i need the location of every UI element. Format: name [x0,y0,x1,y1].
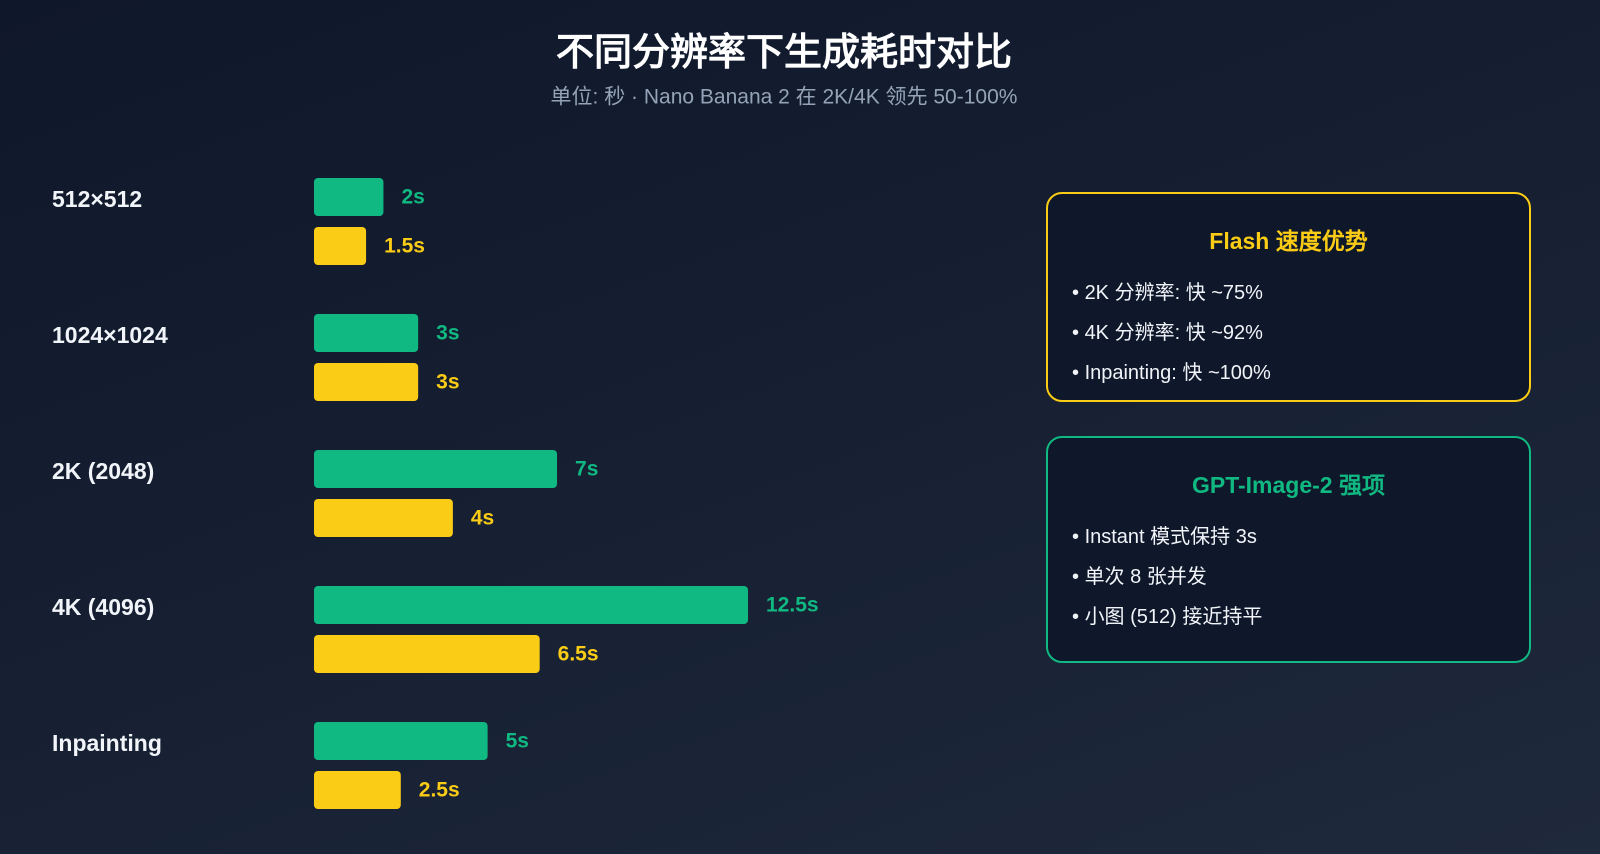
category-label: Inpainting [52,730,162,756]
value-label: 7s [575,458,598,481]
bar [314,178,384,216]
value-label: 3s [436,322,459,345]
category-label: 2K (2048) [52,458,154,484]
value-label: 12.5s [766,594,819,617]
category-label: 1024×1024 [52,322,168,348]
bar [314,450,558,488]
bar [314,227,367,265]
value-label: 1.5s [384,235,425,258]
bar [314,586,748,624]
category-label: 512×512 [52,186,142,212]
value-label: 6.5s [558,643,599,666]
value-label: 3s [436,371,459,394]
chart-subtitle: 单位: 秒 · Nano Banana 2 在 2K/4K 领先 50-100% [551,86,1018,109]
bar [314,722,488,760]
bar [314,635,540,673]
value-label: 5s [506,730,529,753]
panel-item: 小图 (512) 接近持平 [1072,602,1505,642]
panel-item: Inpainting: 快 ~100% [1072,358,1505,398]
bar [314,363,419,401]
value-label: 2.5s [419,779,460,802]
bar [314,499,453,537]
value-label: 4s [471,507,494,530]
panel-title: Flash 速度优势 [1209,228,1368,254]
info-panel: Flash 速度优势 2K 分辨率: 快 ~75%4K 分辨率: 快 ~92%In… [1046,192,1531,402]
panel-item: 单次 8 张并发 [1072,562,1505,602]
bar [314,314,419,352]
value-label: 2s [401,186,424,209]
panel-list: 2K 分辨率: 快 ~75%4K 分辨率: 快 ~92%Inpainting: … [1072,278,1505,398]
info-panel: GPT-Image-2 强项 Instant 模式保持 3s单次 8 张并发小图 … [1046,436,1531,663]
chart-title: 不同分辨率下生成耗时对比 [556,32,1012,74]
bar [314,771,401,809]
panel-item: 2K 分辨率: 快 ~75% [1072,278,1505,318]
panel-title: GPT-Image-2 强项 [1192,472,1385,498]
category-label: 4K (4096) [52,594,154,620]
panel-item: Instant 模式保持 3s [1072,522,1505,562]
panel-item: 4K 分辨率: 快 ~92% [1072,318,1505,358]
panel-list: Instant 模式保持 3s单次 8 张并发小图 (512) 接近持平 [1072,522,1505,642]
